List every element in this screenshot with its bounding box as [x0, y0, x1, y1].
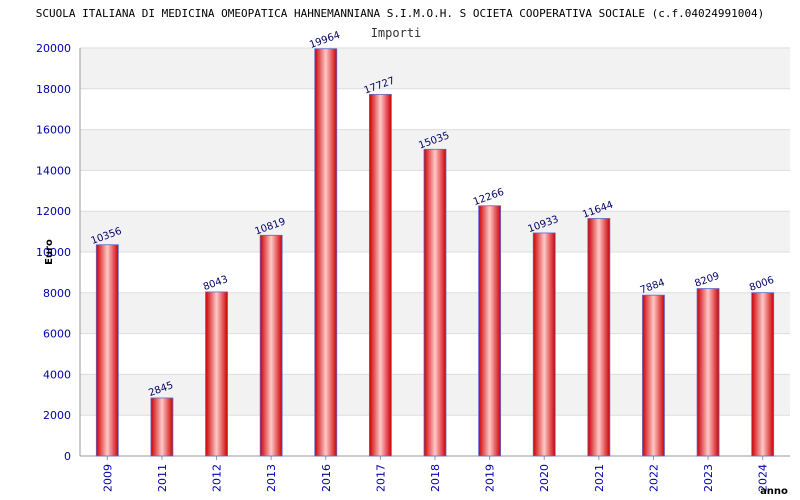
bar — [751, 292, 775, 457]
chart-subtitle: Importi — [371, 26, 422, 40]
bar — [587, 218, 611, 457]
y-tick-label: 12000 — [36, 205, 71, 218]
y-tick-label: 20000 — [36, 42, 71, 55]
bars — [95, 48, 775, 457]
y-tick-label: 6000 — [43, 328, 71, 341]
bar — [532, 232, 556, 457]
data-label: 8006 — [748, 275, 776, 294]
bar — [150, 397, 174, 457]
y-axis-label: Euro — [44, 239, 55, 265]
x-axis-label: anno — [760, 486, 788, 497]
bar — [259, 234, 283, 457]
x-tick-labels: 2009 2011 2012 2013 2016 2017 2018 2019 2020 2021… — [101, 464, 769, 492]
x-tick-label: 2024 — [757, 464, 770, 492]
x-tick-label: 2021 — [593, 464, 606, 492]
bar — [696, 288, 720, 457]
x-tick-label: 2018 — [429, 464, 442, 492]
grid-band — [80, 48, 790, 89]
y-tick-label: 4000 — [43, 368, 71, 381]
bar — [205, 291, 228, 457]
x-tick-label: 2022 — [647, 464, 660, 492]
bar — [478, 205, 502, 457]
bar — [95, 244, 119, 457]
x-tick-label: 2009 — [101, 464, 114, 492]
y-tick-label: 10000 — [36, 246, 71, 259]
data-label: 8043 — [202, 274, 230, 293]
bar — [423, 148, 447, 457]
data-label: 8209 — [693, 271, 721, 290]
y-tick-label: 16000 — [36, 124, 71, 137]
bar — [314, 48, 338, 457]
bar — [368, 93, 392, 457]
data-label: 12266 — [472, 187, 506, 208]
x-tick-label: 2017 — [374, 464, 387, 492]
x-tick-label: 2023 — [702, 464, 715, 492]
x-tick-label: 2019 — [484, 464, 497, 492]
x-tick-label: 2020 — [538, 464, 551, 492]
x-tick-label: 2013 — [265, 464, 278, 492]
bar — [642, 294, 665, 457]
y-tick-label: 14000 — [36, 164, 71, 177]
y-tick-label: 18000 — [36, 83, 71, 96]
x-tick-label: 2016 — [320, 464, 333, 492]
y-tick-label: 8000 — [43, 287, 71, 300]
x-tick-label: 2012 — [211, 464, 224, 492]
y-tick-label: 0 — [64, 450, 71, 463]
chart-title: SCUOLA ITALIANA DI MEDICINA OMEOPATICA H… — [36, 7, 764, 20]
y-tick-label: 2000 — [43, 409, 71, 422]
x-tick-label: 2011 — [156, 464, 169, 492]
y-tick-labels: 0 2000 4000 6000 8000 10000 12000 14000 16000 180… — [36, 42, 71, 463]
